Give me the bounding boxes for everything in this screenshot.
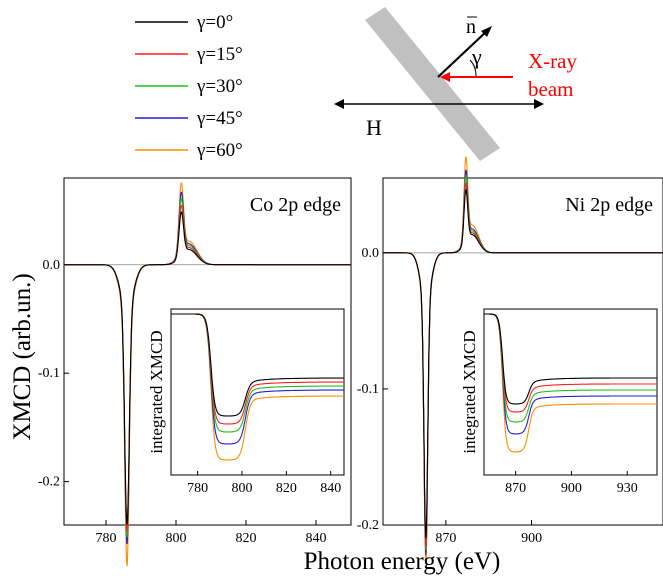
inset-series-line (484, 313, 657, 413)
beam-label-line2: beam (528, 77, 573, 101)
x-tick-label: 840 (306, 531, 327, 546)
series-line (383, 188, 663, 539)
inset-x-tick-label: 800 (231, 481, 252, 496)
inset-series-line (484, 313, 657, 423)
y-tick-label: 0.0 (362, 246, 380, 261)
inset-x-tick-label: 840 (320, 481, 341, 496)
series-line (64, 211, 351, 525)
normal-label: n (466, 16, 476, 38)
inset-y-label: integrated XMCD (460, 330, 479, 453)
inset-x-tick-label: 820 (276, 481, 297, 496)
y-tick-label: 0.0 (43, 258, 61, 273)
inset-x-tick-label: 780 (187, 481, 208, 496)
panel-title: Ni 2p edge (565, 194, 653, 216)
inset-frame (170, 308, 345, 476)
x-tick-label: 800 (166, 531, 187, 546)
legend-label: γ=45° (196, 108, 243, 129)
legend: γ=0° γ=15° γ=30° γ=45° γ=60° (135, 12, 243, 161)
x-tick-label: 870 (435, 531, 456, 546)
sample-slab (365, 7, 500, 161)
angle-arc (469, 59, 477, 77)
co-edge-panel: 780 800 820 840 0.0 -0.1 -0.2 Co 2p edge 780 800 8… (38, 177, 352, 567)
beam-label-line1: X-ray (528, 49, 577, 73)
panel-title: Co 2p edge (250, 194, 341, 216)
angle-label: γ (471, 44, 482, 69)
x-axis-label: Photon energy (eV) (304, 548, 501, 575)
y-axis-label: XMCD (arb.un.) (9, 273, 36, 440)
x-tick-label: 780 (96, 531, 117, 546)
y-tick-label: -0.1 (357, 382, 379, 397)
inset-frame (483, 308, 658, 476)
y-tick-label: -0.1 (38, 366, 60, 381)
field-arrow-right (534, 99, 544, 109)
legend-label: γ=60° (196, 140, 243, 161)
inset-series-line (484, 313, 657, 453)
geometry-schematic: n γ X-ray beam Photon energy (eV) H (334, 7, 577, 161)
inset-x-tick-label: 870 (505, 481, 526, 496)
legend-label: γ=30° (196, 76, 243, 97)
ni-edge-panel: 870 900 0.0 -0.1 -0.2 Ni 2p edge 870 900 930 inte… (357, 156, 663, 567)
inset-series-line (484, 313, 657, 405)
field-arrow-left (334, 99, 344, 109)
x-tick-label: 820 (236, 531, 257, 546)
inset-x-tick-label: 930 (617, 481, 638, 496)
field-h-label: H (366, 115, 382, 140)
normal-vector (437, 29, 489, 78)
y-tick-label: -0.2 (357, 518, 379, 533)
inset-y-label: integrated XMCD (147, 330, 166, 453)
beam-arrowhead (440, 72, 450, 82)
y-tick-label: -0.2 (38, 475, 60, 490)
legend-label: γ=15° (196, 44, 243, 65)
inset-series-line (171, 313, 344, 417)
inset-series-line (484, 313, 657, 435)
normal-arrowhead (481, 26, 492, 37)
x-tick-label: 900 (521, 531, 542, 546)
inset-x-tick-label: 900 (561, 481, 582, 496)
legend-label: γ=0° (196, 12, 233, 33)
